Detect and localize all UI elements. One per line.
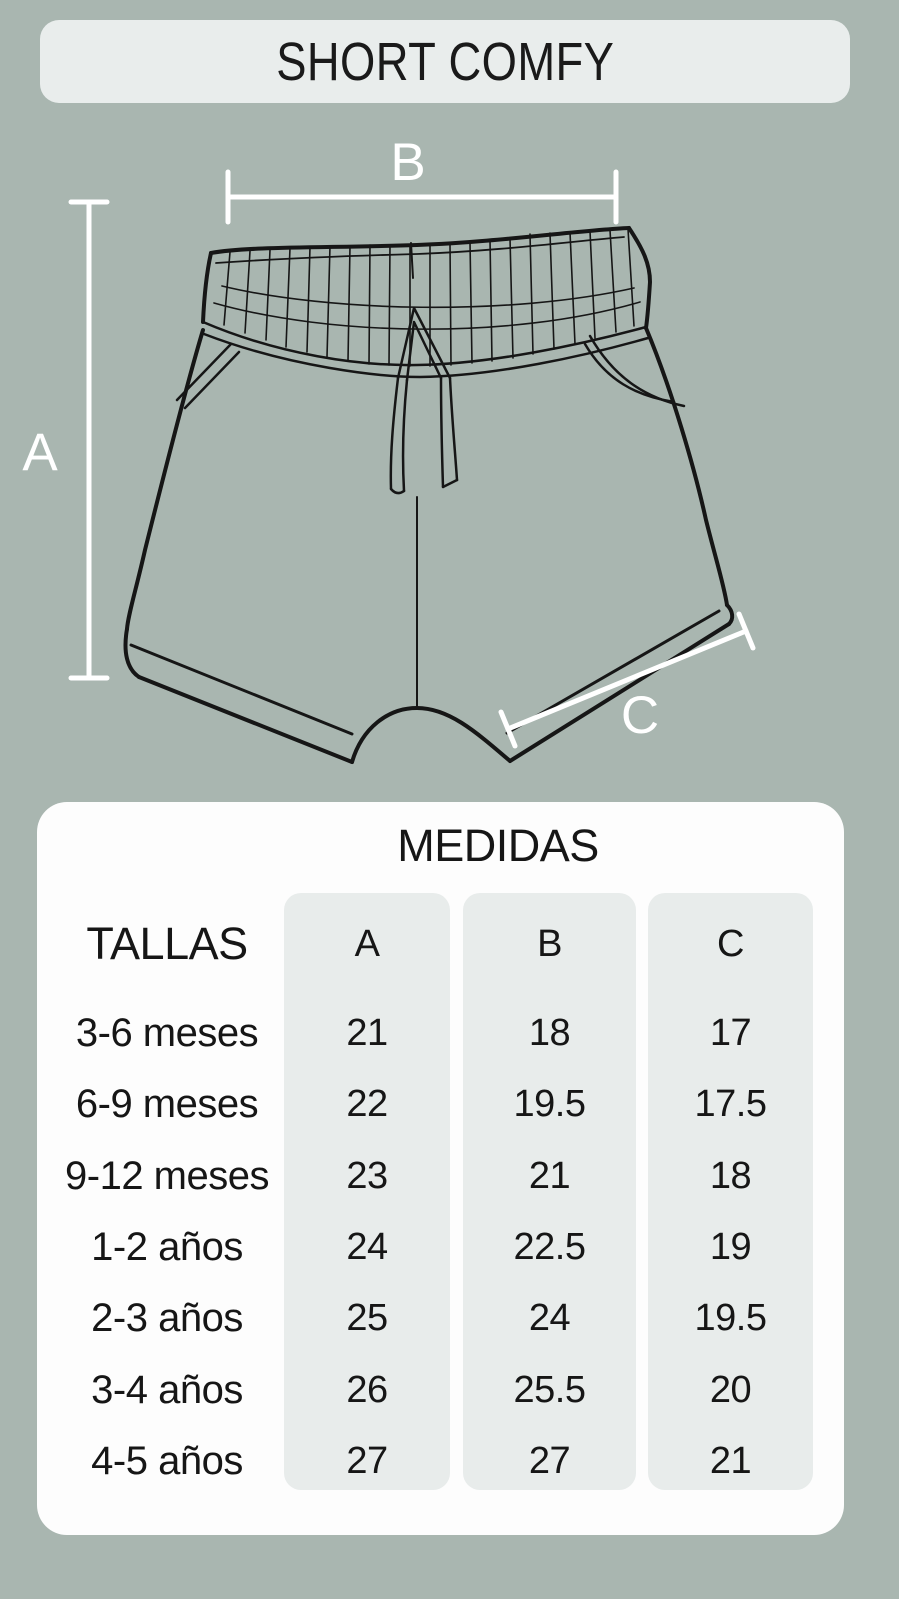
- column-header-c: C: [717, 923, 744, 965]
- value-c: 19.5: [694, 1297, 767, 1339]
- value-a: 27: [346, 1440, 388, 1482]
- dimension-lines: A B C: [22, 133, 756, 749]
- value-b: 22.5: [513, 1226, 586, 1268]
- value-c: 21: [709, 1440, 752, 1482]
- table-row: 9-12 meses 23 21 18: [37, 1141, 844, 1211]
- value-a: 25: [346, 1297, 388, 1339]
- value-c: 17.5: [694, 1083, 767, 1125]
- value-c: 19: [709, 1226, 752, 1268]
- value-b: 19.5: [513, 1083, 586, 1125]
- product-title-banner: SHORT COMFY: [40, 20, 850, 103]
- column-a-background: [284, 893, 450, 1490]
- table-header-row: TALLAS A B C: [37, 909, 844, 979]
- size-label: 3-4 años: [91, 1368, 243, 1412]
- value-b: 25.5: [513, 1369, 586, 1411]
- value-c: 20: [709, 1369, 752, 1411]
- value-b: 24: [528, 1297, 571, 1339]
- shorts-outline: [123, 226, 735, 764]
- shorts-technical-drawing: A B C: [22, 133, 756, 764]
- size-label: 3-6 meses: [75, 1011, 259, 1055]
- size-label: 1-2 años: [91, 1225, 243, 1269]
- table-title: MEDIDAS: [397, 820, 599, 871]
- value-a: 23: [346, 1155, 388, 1197]
- dim-label-b: B: [390, 133, 425, 192]
- value-b: 21: [528, 1155, 571, 1197]
- size-label: 9-12 meses: [65, 1154, 269, 1198]
- value-b: 27: [528, 1440, 571, 1482]
- column-header-a: A: [354, 923, 380, 965]
- table-row: 1-2 años 24 22.5 19: [37, 1212, 844, 1282]
- row-header-tallas: TALLAS: [86, 918, 248, 969]
- value-a: 24: [346, 1226, 388, 1268]
- value-c: 17: [709, 1012, 752, 1054]
- value-a: 26: [346, 1369, 388, 1411]
- table-row: 6-9 meses 22 19.5 17.5: [37, 1069, 844, 1139]
- value-b: 18: [528, 1012, 571, 1054]
- table-row: 3-4 años 26 25.5 20: [37, 1355, 844, 1425]
- size-label: 2-3 años: [91, 1296, 243, 1340]
- column-header-b: B: [537, 923, 562, 965]
- dim-label-a: A: [22, 423, 58, 482]
- size-table-card: MEDIDAS TALLAS A B C 3-6 meses 21 18 17 …: [37, 802, 844, 1535]
- table-row: 3-6 meses 21 18 17: [37, 998, 844, 1068]
- dim-label-c: C: [621, 686, 659, 745]
- table-row: 4-5 años 27 27 21: [37, 1426, 844, 1496]
- product-title: SHORT COMFY: [275, 31, 615, 92]
- value-a: 21: [346, 1012, 388, 1054]
- table-row: 2-3 años 25 24 19.5: [37, 1283, 844, 1353]
- column-b-background: [463, 893, 636, 1490]
- value-c: 18: [709, 1155, 752, 1197]
- column-c-background: [648, 893, 813, 1490]
- value-a: 22: [346, 1083, 388, 1125]
- size-label: 4-5 años: [91, 1439, 243, 1483]
- size-label: 6-9 meses: [75, 1082, 259, 1126]
